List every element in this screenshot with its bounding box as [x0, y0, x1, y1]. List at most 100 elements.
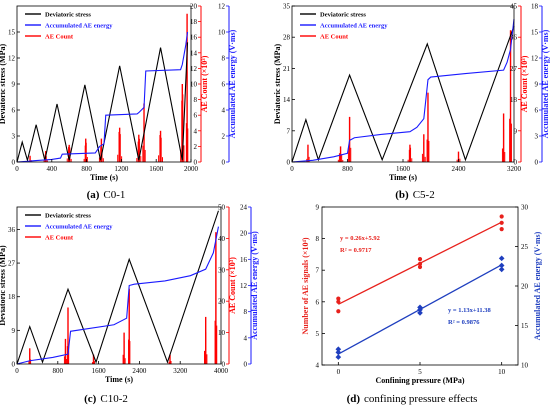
x-axis-label: Time (s) — [90, 173, 118, 182]
count-tick-label: 27 — [510, 65, 518, 73]
x-tick-label: 0 — [290, 165, 294, 173]
y-tick-label-left: 6 — [316, 298, 320, 306]
x-tick-label: 5 — [418, 368, 422, 376]
y-tick-label-left: 9 — [316, 204, 320, 212]
count-tick-label: 18 — [510, 96, 518, 104]
x-tick-label: 400 — [47, 165, 58, 173]
stress-line — [16, 42, 189, 163]
stress-line — [291, 25, 515, 163]
energy-tick-label: 18 — [531, 3, 539, 11]
data-point-right — [498, 266, 505, 273]
data-point-left — [499, 220, 504, 225]
energy-tick-label: 6 — [535, 107, 539, 115]
legend-entry: Accumulated AE energy — [45, 23, 113, 30]
y-tick-label-right: 20 — [521, 283, 529, 291]
legend-entry: AE Count — [45, 235, 74, 242]
count-tick-label: 20 — [218, 298, 226, 306]
y-axis-label-stress: Deviatoric stress (MPa) — [0, 245, 7, 326]
y-axis-label-left: Number of AE signals (×10⁴) — [301, 237, 310, 334]
x-axis-label: Time (s) — [105, 375, 133, 384]
x-tick-label: 0 — [337, 368, 341, 376]
panel-caption: (a) C0-1 — [87, 189, 126, 201]
y-tick-label: 28 — [283, 34, 291, 42]
count-tick-label: 0 — [514, 159, 518, 167]
count-tick-label: 0 — [222, 361, 226, 369]
plot-frame — [16, 206, 222, 365]
energy-line — [16, 226, 219, 365]
energy-line — [16, 31, 189, 163]
count-tick-label: 4 — [194, 127, 198, 135]
count-tick-label: 6 — [194, 112, 198, 120]
y-axis-label-right: Accumulated AE energy (V·ms) — [533, 231, 542, 340]
y-tick-label: 14 — [283, 96, 291, 104]
legend-entry: AE Count — [45, 34, 74, 41]
y-tick-label: 6 — [12, 107, 16, 115]
energy-tick-label: 9 — [535, 81, 539, 89]
energy-tick-label: 12 — [218, 3, 226, 11]
x-tick-label: 800 — [342, 165, 353, 173]
count-tick-label: 10 — [190, 81, 198, 89]
y-axis-label-stress: Deviatoric stress (MPa) — [273, 44, 282, 125]
x-axis-label: Confining pressure (MPa) — [375, 376, 464, 385]
x-tick-label: 3200 — [507, 165, 522, 173]
x-tick-label: 0 — [15, 367, 19, 375]
y-tick-label: 3 — [12, 133, 16, 141]
energy-tick-label: 10 — [218, 29, 226, 37]
y-tick-label: 35 — [283, 3, 291, 11]
panel-caption: (b) C5-2 — [395, 189, 434, 201]
data-point-left — [336, 299, 341, 304]
count-tick-label: 36 — [510, 34, 518, 42]
plot-frame — [321, 206, 519, 366]
data-point-right — [335, 349, 342, 356]
energy-tick-label: 12 — [531, 55, 539, 63]
count-tick-label: 2 — [194, 143, 198, 151]
count-tick-label: 18 — [190, 18, 198, 26]
y-tick-label: 0 — [12, 361, 16, 369]
x-tick-label: 10 — [498, 368, 506, 376]
x-tick-label: 800 — [81, 165, 92, 173]
ae-count-series — [306, 30, 512, 162]
energy-tick-label: 12 — [240, 282, 248, 290]
energy-tick-label: 3 — [535, 133, 539, 141]
y-tick-label: 7 — [287, 127, 291, 135]
data-point-right — [498, 262, 505, 269]
y-tick-label-right: 25 — [521, 243, 529, 251]
y-tick-label: 15 — [8, 29, 16, 37]
energy-tick-label: 0 — [244, 361, 248, 369]
caption-name: confining pressure effects — [364, 393, 477, 405]
y-tick-label: 9 — [12, 327, 16, 335]
panel-caption: (c) C10-2 — [84, 393, 128, 405]
energy-line — [291, 18, 515, 163]
y-tick-label: 9 — [12, 81, 16, 89]
data-point-right — [417, 310, 423, 316]
caption-tag: (d) — [347, 393, 361, 405]
fit-r-squared: R² = 0.9876 — [448, 319, 480, 326]
legend-entry: Accumulated AE energy — [45, 224, 113, 231]
legend-entry: Deviatoric stress — [45, 213, 91, 220]
caption-name: C0-1 — [103, 189, 125, 201]
energy-tick-label: 24 — [240, 204, 248, 212]
caption-name: C5-2 — [413, 189, 435, 201]
legend-entry: Deviatoric stress — [45, 12, 91, 19]
count-tick-label: 20 — [190, 3, 198, 11]
y-tick-label: 0 — [12, 159, 16, 167]
x-tick-label: 4000 — [214, 367, 229, 375]
stress-line — [16, 210, 219, 365]
y-tick-label: 27 — [8, 260, 16, 268]
y-axis-label-count: AE Count (×10³) — [520, 55, 529, 112]
data-point-left — [499, 214, 504, 219]
energy-tick-label: 0 — [535, 159, 539, 167]
legend: Deviatoric stress Accumulated AE energy AE… — [300, 12, 388, 41]
panel-c52: 0 800 1600 2400 3200 Time (s) 0 7 14 21 28 35 Deviat… — [273, 3, 550, 202]
y-tick-label-left: 8 — [316, 235, 320, 243]
x-tick-label: 2400 — [452, 165, 467, 173]
energy-tick-label: 15 — [531, 29, 539, 37]
energy-tick-label: 2 — [222, 133, 226, 141]
data-point-left — [417, 257, 423, 262]
x-axis-label: Time (s) — [389, 173, 417, 182]
count-tick-label: 16 — [190, 34, 198, 42]
x-tick-label: 1600 — [149, 165, 164, 173]
energy-tick-label: 8 — [222, 55, 226, 63]
y-axis-label-count: AE Count (×10³) — [228, 257, 237, 314]
